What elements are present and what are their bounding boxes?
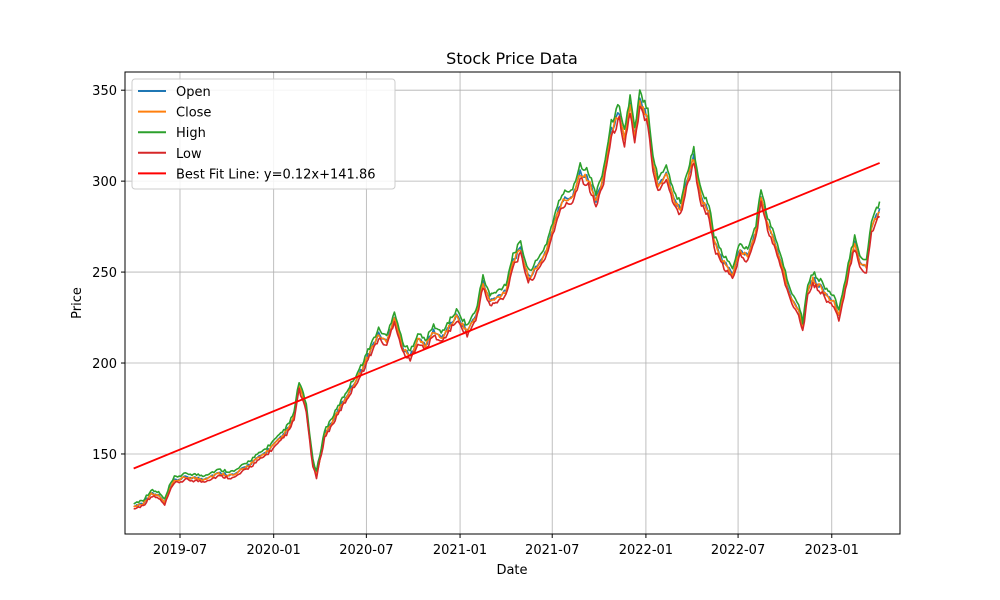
y-tick-label: 350: [92, 84, 117, 99]
y-tick-label: 300: [92, 175, 117, 190]
legend-label: High: [176, 126, 206, 141]
legend-label: Low: [176, 147, 202, 162]
y-tick-label: 200: [92, 357, 117, 372]
legend-label: Close: [176, 106, 211, 121]
y-tick-label: 250: [92, 266, 117, 281]
series-line-close: [133, 100, 881, 508]
x-tick-label: 2022-07: [711, 543, 765, 558]
series-line-low: [133, 105, 881, 510]
plot-area-frame: [124, 71, 901, 535]
best-fit-line: [133, 162, 880, 470]
x-tick-label: 2019-07: [153, 543, 207, 558]
axis-ticks: 2019-07 2020-01 2020-07 2021-01 2021-07 2022-…: [92, 84, 859, 558]
series-line-high: [133, 89, 881, 505]
x-axis-label: Date: [496, 563, 527, 578]
y-tick-label: 150: [92, 448, 117, 463]
legend: Open Close High Low Best Fit Line: y=0.12x+1…: [131, 78, 396, 190]
legend-label: Best Fit Line: y=0.12x+141.86: [176, 167, 376, 182]
chart-title: Stock Price Data: [446, 49, 578, 68]
x-tick-label: 2022-01: [619, 543, 673, 558]
y-axis-label: Price: [70, 287, 85, 319]
x-tick-label: 2020-07: [339, 543, 393, 558]
legend-label: Open: [176, 85, 211, 100]
x-tick-label: 2021-01: [433, 543, 487, 558]
series-lines: [133, 89, 881, 510]
best-fit-layer: [133, 162, 880, 470]
x-tick-label: 2021-07: [525, 543, 579, 558]
x-tick-label: 2020-01: [247, 543, 301, 558]
x-tick-label: 2023-01: [805, 543, 859, 558]
legend-box: [131, 78, 396, 190]
